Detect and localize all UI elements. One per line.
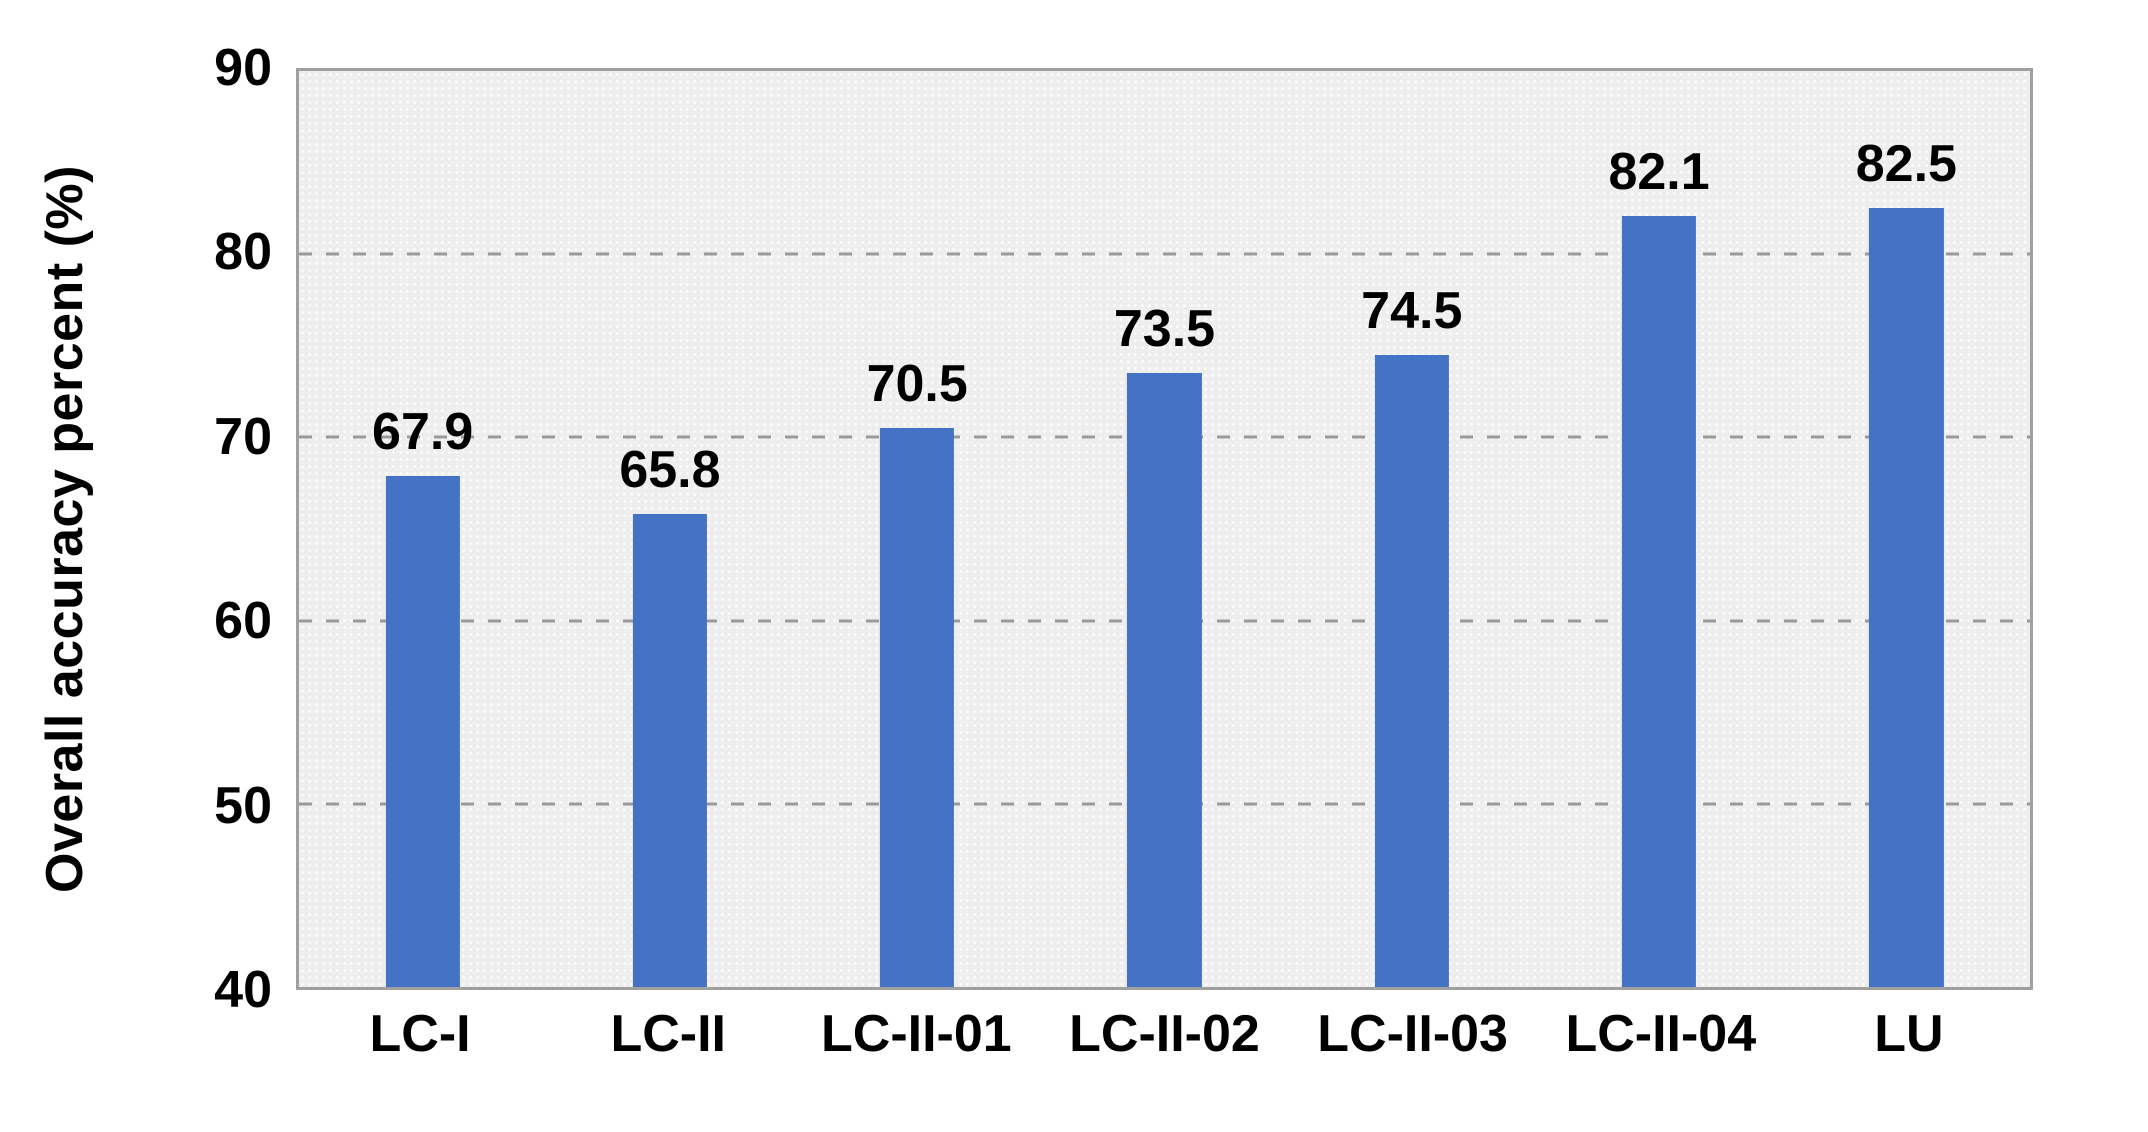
y-tick-label: 80 <box>214 223 272 282</box>
y-tick-label: 70 <box>214 407 272 466</box>
bar <box>880 428 955 987</box>
x-category-label: LC-II-04 <box>1565 1005 1757 1063</box>
bar-value-label: 82.5 <box>1855 135 1957 194</box>
plot-area: 67.9 65.8 70.5 73.5 74.5 82.1 82.5 <box>296 68 2033 990</box>
gridline <box>299 252 2030 256</box>
x-axis-category-labels: LC-I LC-II LC-II-01 LC-II-02 LC-II-03 LC-II-0… <box>296 1008 2033 1078</box>
bar <box>385 475 460 987</box>
x-category-label: LC-II-03 <box>1317 1005 1508 1063</box>
x-category-label: LU <box>1874 1005 1944 1063</box>
bar-value-label: 73.5 <box>1113 300 1216 359</box>
y-tick-label: 60 <box>214 592 272 651</box>
bar-value-label: 74.5 <box>1361 281 1463 340</box>
bar-value-label: 70.5 <box>866 355 968 414</box>
bar-value-label: 65.8 <box>619 441 721 500</box>
y-tick-label: 40 <box>214 961 272 1019</box>
x-category-label: LC-II-01 <box>821 1005 1012 1063</box>
y-tick-label: 50 <box>214 776 272 835</box>
bar-slot: 82.1 <box>1535 71 1782 987</box>
bar <box>632 514 708 987</box>
bar <box>1127 373 1202 987</box>
bar-value-label: 67.9 <box>372 402 474 461</box>
bar-slot: 73.5 <box>1041 71 1288 987</box>
y-axis-tick-labels: 40 50 60 70 80 90 <box>100 42 272 1016</box>
bar-slot: 65.8 <box>546 71 793 987</box>
bar <box>1374 354 1449 987</box>
bar <box>1869 208 1944 987</box>
bar-slot: 82.5 <box>1783 71 2030 987</box>
y-axis-title: Overall accuracy percent (%) <box>36 165 95 893</box>
x-category-label: LC-II <box>610 1005 726 1063</box>
bar-value-label: 82.1 <box>1608 142 1710 201</box>
bar-slot: 70.5 <box>794 71 1041 987</box>
y-tick-label: 90 <box>214 39 272 97</box>
bar <box>1621 215 1697 987</box>
x-category-label: LC-II-02 <box>1069 1005 1260 1063</box>
x-category-label: LC-I <box>369 1005 471 1063</box>
bar-slot: 74.5 <box>1288 71 1535 987</box>
bar-slot: 67.9 <box>299 71 546 987</box>
